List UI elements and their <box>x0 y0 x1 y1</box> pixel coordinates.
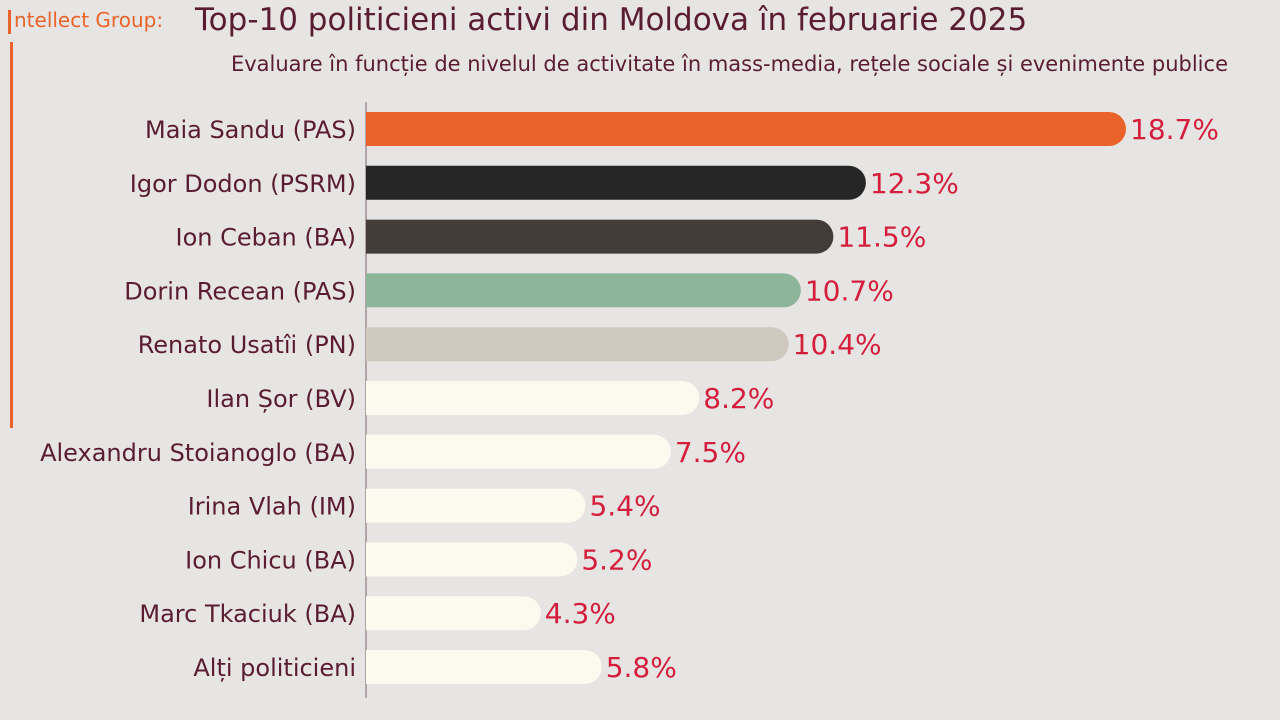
category-label: Dorin Recean (PAS) <box>124 277 356 305</box>
category-label: Maia Sandu (PAS) <box>145 116 356 144</box>
value-label: 10.7% <box>805 274 894 307</box>
bar <box>366 434 671 469</box>
value-label: 12.3% <box>870 167 959 200</box>
category-label: Renato Usatîi (PN) <box>138 331 356 359</box>
side-accent-line <box>10 42 13 428</box>
value-label: 5.8% <box>606 651 677 684</box>
category-label: Marc Tkaciuk (BA) <box>139 600 356 628</box>
chart-title: Top-10 politicieni activi din Moldova în… <box>195 2 1028 38</box>
value-label: 5.4% <box>589 490 660 523</box>
bar <box>366 219 834 254</box>
bar <box>366 650 602 684</box>
category-label: Alexandru Stoianoglo (BA) <box>40 439 356 467</box>
bar <box>366 542 578 577</box>
value-label: 10.4% <box>793 328 882 361</box>
value-label: 18.7% <box>1130 113 1219 146</box>
bar <box>366 112 1126 146</box>
value-label: 8.2% <box>703 382 774 415</box>
category-label: Irina Vlah (IM) <box>188 493 356 521</box>
category-label: Ion Ceban (BA) <box>175 224 356 252</box>
brand-accent-line <box>8 10 11 34</box>
bar <box>366 165 866 200</box>
bar <box>366 596 541 631</box>
bar <box>366 381 700 415</box>
value-label: 7.5% <box>675 436 746 469</box>
chart-subtitle: Evaluare în funcție de nivelul de activi… <box>230 52 1228 76</box>
value-label: 5.2% <box>581 543 652 576</box>
category-label: Igor Dodon (PSRM) <box>130 170 356 198</box>
category-label: Ion Chicu (BA) <box>185 546 356 574</box>
brand-label: ntellect Group: <box>14 8 164 32</box>
category-label: Ilan Șor (BV) <box>206 385 356 413</box>
value-label: 11.5% <box>837 221 926 254</box>
bar <box>366 273 801 308</box>
bar <box>366 327 789 362</box>
category-label: Alți politicieni <box>193 654 356 682</box>
bar <box>366 488 586 523</box>
value-label: 4.3% <box>545 597 616 630</box>
